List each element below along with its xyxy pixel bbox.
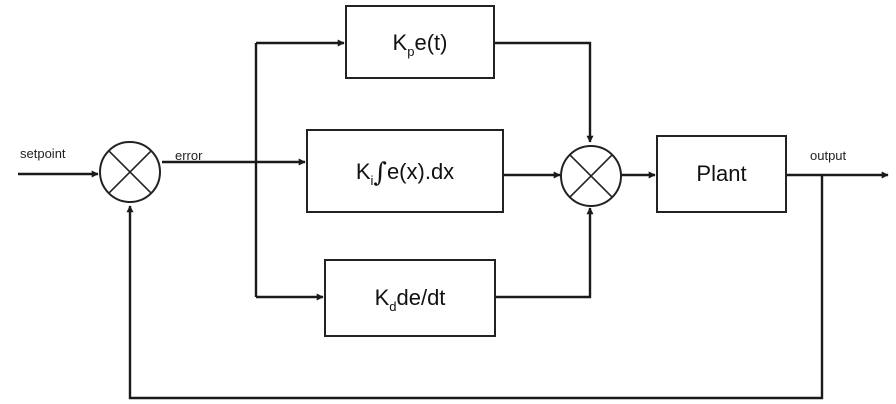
- output-label: output: [810, 148, 847, 163]
- feedback-wire: [126, 175, 824, 400]
- summing-junction-controller: [560, 145, 622, 207]
- proportional-out-wire: [494, 41, 594, 143]
- plant-block: Plant: [656, 135, 787, 213]
- setpoint-label: setpoint: [20, 146, 66, 161]
- integral-block: Ki∫e(x).dx: [306, 129, 504, 213]
- summing-junction-error: [99, 141, 161, 203]
- derivative-out-wire: [495, 207, 594, 299]
- proportional-block: Kpe(t): [345, 5, 495, 79]
- proportional-label: Kpe(t): [393, 30, 448, 59]
- plant-label: Plant: [696, 161, 746, 186]
- derivative-block: Kdde/dt: [324, 259, 496, 337]
- derivative-label: Kdde/dt: [375, 285, 446, 314]
- signal-wires: [18, 39, 889, 400]
- integral-label: Ki∫e(x).dx: [356, 158, 454, 188]
- error-label: error: [175, 148, 203, 163]
